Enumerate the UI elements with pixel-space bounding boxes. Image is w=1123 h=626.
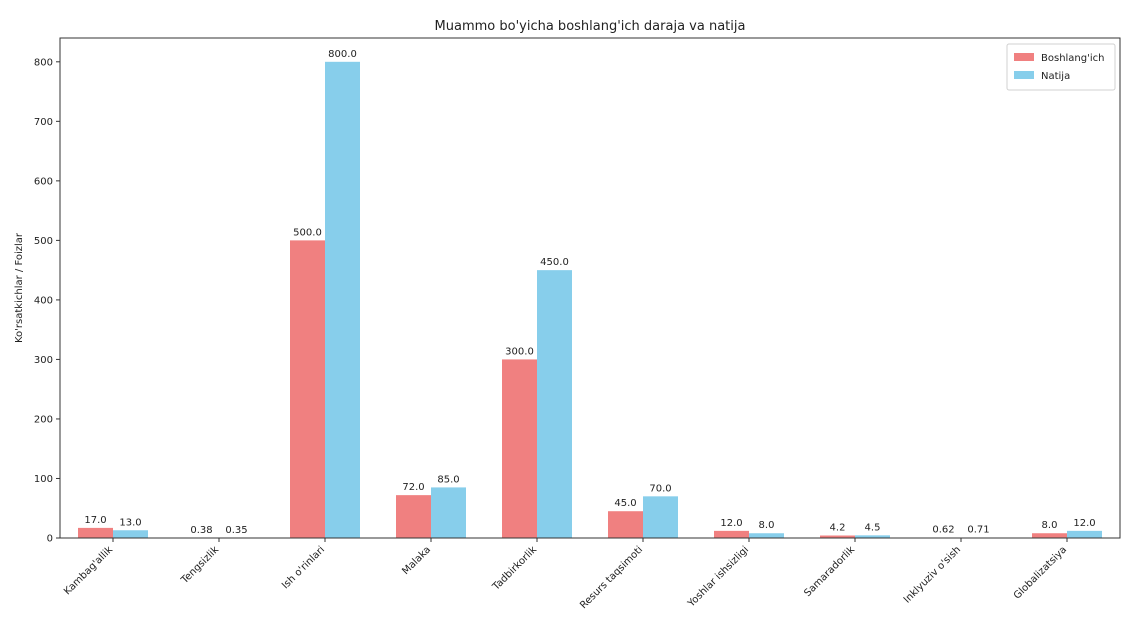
legend-swatch-boshlangich	[1014, 53, 1034, 61]
legend-swatch-natija	[1014, 71, 1034, 79]
y-tick-label-6: 600	[34, 176, 53, 187]
y-tick-label-5: 500	[34, 236, 53, 247]
y-axis-label: Ko'rsatkichlar / Foizlar	[14, 232, 25, 343]
chart-title: Muammo bo'yicha boshlang'ich daraja va n…	[435, 19, 746, 34]
data-label-boshlangich-7: 4.2	[830, 523, 846, 534]
x-tick-label-1: Tengsizlik	[179, 544, 221, 586]
bar-boshlangich-3	[396, 495, 431, 538]
bar-boshlangich-9	[1032, 533, 1067, 538]
data-label-natija-0: 13.0	[119, 517, 141, 528]
y-tick-label-8: 800	[34, 57, 53, 68]
x-tick-label-5: Resurs taqsimoti	[578, 544, 645, 611]
data-label-boshlangich-0: 17.0	[84, 515, 106, 526]
data-label-natija-5: 70.0	[649, 483, 671, 494]
data-label-boshlangich-6: 12.0	[720, 518, 742, 529]
y-tick-label-2: 200	[34, 414, 53, 425]
bar-natija-9	[1067, 530, 1102, 538]
data-label-natija-1: 0.35	[225, 525, 247, 536]
bar-natija-6	[749, 533, 784, 538]
bar-natija-4	[537, 270, 572, 538]
data-label-boshlangich-5: 45.0	[614, 498, 636, 509]
data-label-boshlangich-1: 0.38	[190, 525, 212, 536]
bar-boshlangich-2	[290, 240, 325, 538]
bar-natija-7	[855, 535, 890, 538]
data-label-boshlangich-2: 500.0	[293, 227, 322, 238]
y-tick-label-3: 300	[34, 355, 53, 366]
y-tick-label-1: 100	[34, 474, 53, 485]
data-label-boshlangich-3: 72.0	[402, 482, 424, 493]
x-tick-label-8: Inklyuziv o'sish	[902, 544, 963, 605]
data-label-boshlangich-9: 8.0	[1042, 520, 1058, 531]
x-tick-label-9: Globalizatsiya	[1012, 544, 1069, 601]
legend-label-boshlangich: Boshlang'ich	[1041, 53, 1104, 64]
data-label-natija-9: 12.0	[1073, 518, 1095, 529]
bar-boshlangich-7	[820, 535, 855, 538]
x-tick-label-4: Tadbirkorlik	[490, 544, 539, 593]
data-label-natija-3: 85.0	[437, 474, 459, 485]
data-label-natija-6: 8.0	[759, 520, 775, 531]
data-label-natija-8: 0.71	[967, 525, 989, 536]
x-tick-label-2: Ish o'rinlari	[280, 544, 327, 591]
x-tick-label-6: Yoshlar ishsizligi	[685, 544, 751, 610]
data-label-natija-7: 4.5	[865, 522, 881, 533]
data-label-boshlangich-4: 300.0	[505, 346, 534, 357]
x-tick-label-3: Malaka	[400, 544, 433, 577]
legend-box	[1006, 43, 1116, 91]
y-tick-label-0: 0	[47, 534, 53, 545]
legend-label-natija: Natija	[1041, 71, 1070, 82]
bar-natija-2	[325, 61, 360, 539]
bar-boshlangich-5	[608, 511, 643, 538]
bar-natija-5	[643, 496, 678, 538]
data-label-natija-2: 800.0	[328, 49, 357, 60]
bar-boshlangich-6	[714, 530, 749, 538]
plot-frame	[59, 37, 1121, 539]
plot-area: 17.0 13.0 Kambag'allik 0.38 0.35 Tengsizlik 50…	[34, 37, 1121, 611]
bar-natija-0	[113, 530, 148, 538]
bar-boshlangich-0	[78, 527, 113, 538]
y-tick-label-7: 700	[34, 117, 53, 128]
y-tick-label-4: 400	[34, 295, 53, 306]
bar-boshlangich-4	[502, 359, 537, 538]
x-tick-label-0: Kambag'allik	[62, 544, 115, 597]
legend: Boshlang'ich Natija	[1006, 43, 1116, 91]
x-tick-label-7: Samaradorlik	[802, 544, 857, 599]
bar-natija-3	[431, 487, 466, 538]
data-label-boshlangich-8: 0.62	[932, 525, 954, 536]
data-label-natija-4: 450.0	[540, 257, 569, 268]
